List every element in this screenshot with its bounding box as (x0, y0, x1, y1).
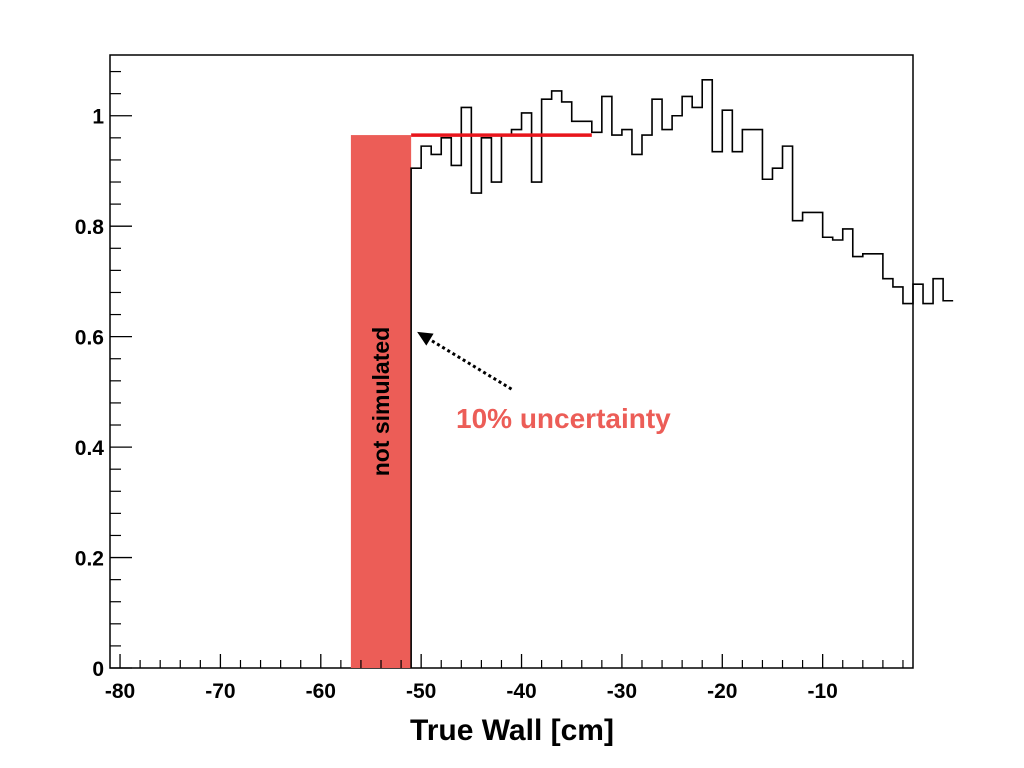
y-tick-label: 0.2 (75, 548, 104, 571)
not-simulated-label: not simulated (368, 327, 394, 477)
y-tick-label: 0 (92, 658, 104, 681)
annotation-arrow-shaft (426, 336, 513, 391)
x-tick-label: -60 (306, 680, 336, 703)
x-tick-label: -50 (406, 680, 436, 703)
uncertainty-annotation: 10% uncertainty (456, 403, 671, 434)
y-tick-label: 0.4 (75, 437, 105, 460)
y-tick-label: 0.6 (75, 327, 104, 350)
x-axis-title: True Wall [cm] (410, 714, 614, 747)
plot-frame (109, 54, 914, 669)
y-tick-label: 0.8 (75, 216, 105, 239)
not-simulated-band (350, 135, 412, 668)
x-tick-label: -40 (506, 680, 536, 703)
y-tick-label: 1 (92, 106, 104, 129)
x-tick-label: -20 (707, 680, 737, 703)
annotation-arrow-head (417, 331, 434, 346)
x-tick-label: -10 (807, 680, 837, 703)
x-tick-label: -70 (205, 680, 235, 703)
x-tick-label: -30 (607, 680, 637, 703)
histogram-series (410, 79, 954, 668)
x-tick-label: -80 (105, 680, 135, 703)
